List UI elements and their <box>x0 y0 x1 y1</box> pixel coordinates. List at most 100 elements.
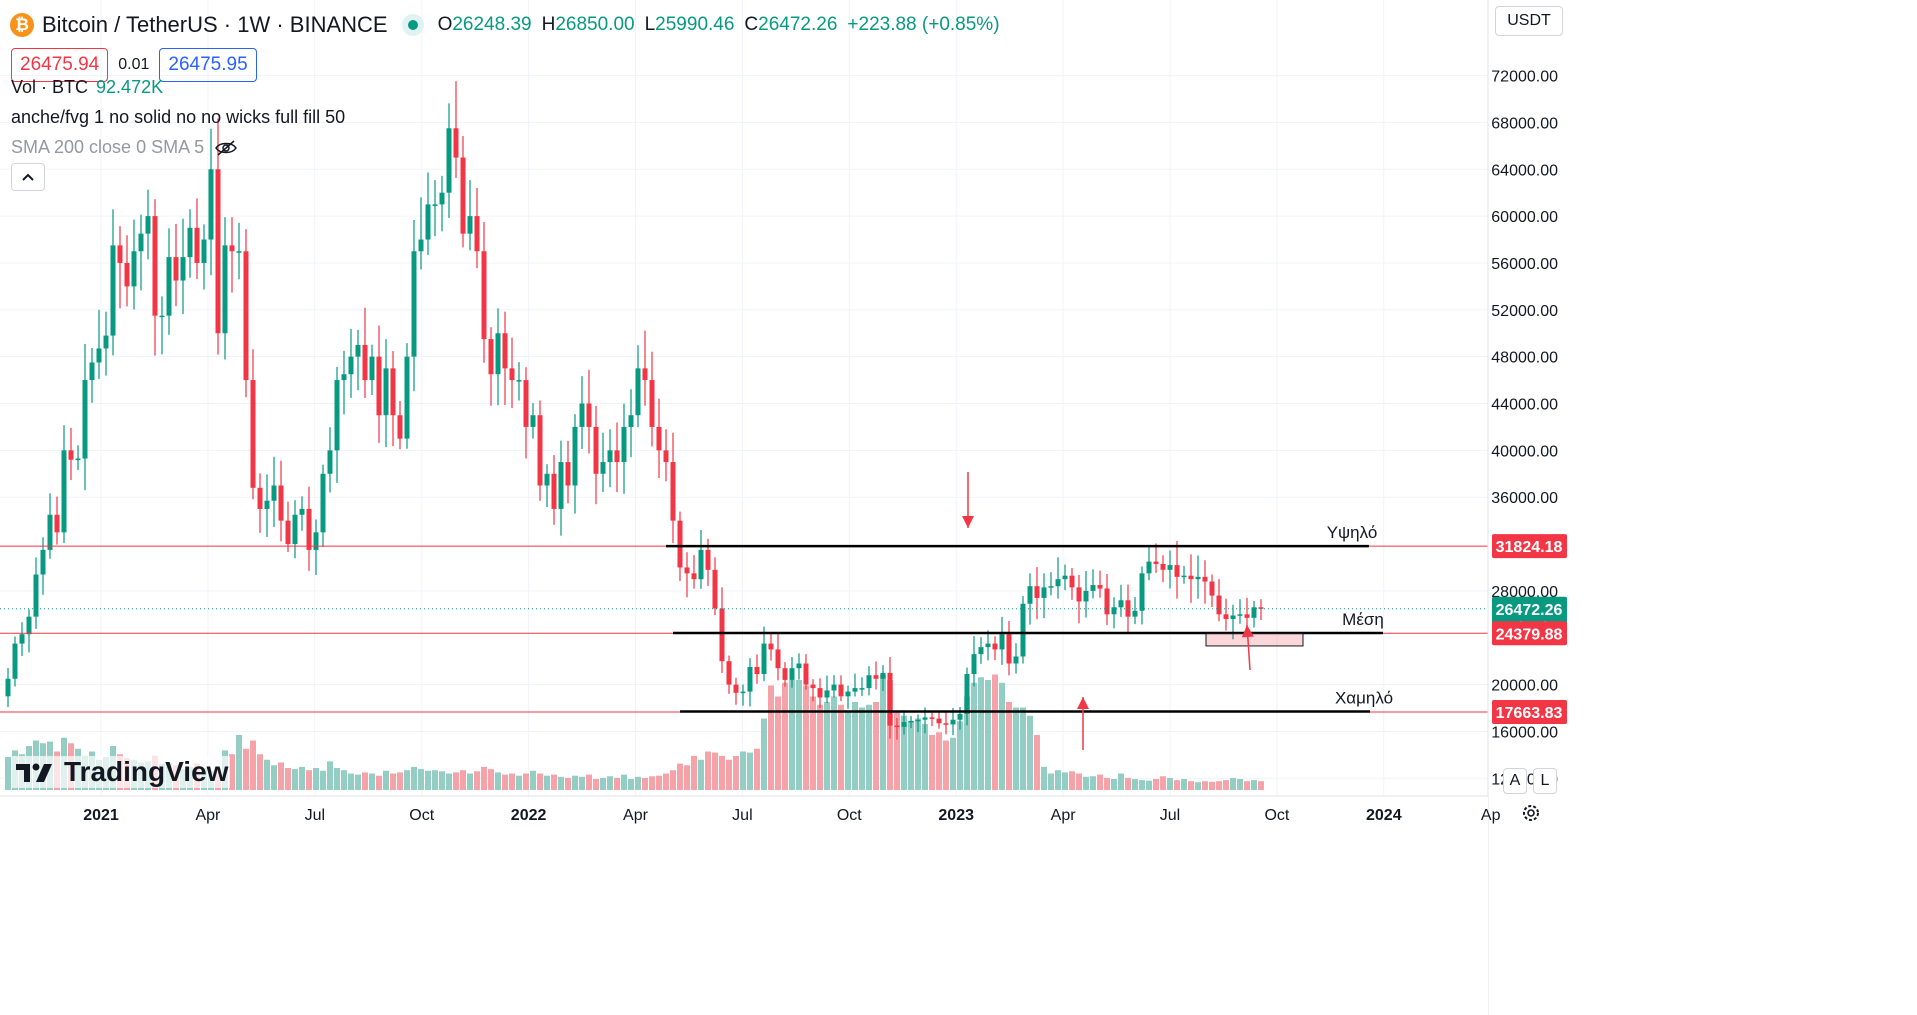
volume-bar <box>1223 780 1229 790</box>
candle-body <box>40 549 46 575</box>
volume-bar <box>957 721 963 790</box>
candle-body <box>1041 587 1047 598</box>
volume-bar <box>971 682 977 790</box>
fvg-indicator-legend[interactable]: anche/fvg 1 no solid no no wicks full fi… <box>11 107 346 127</box>
settings-gear-icon[interactable] <box>1521 803 1541 823</box>
buy-price-button[interactable]: 26475.95 <box>159 48 257 82</box>
candle-body <box>26 616 32 635</box>
candle-body <box>1090 585 1096 591</box>
volume-bar <box>775 696 781 790</box>
candle-body <box>824 690 830 698</box>
candle-body <box>691 573 697 580</box>
candle-body <box>54 514 60 533</box>
candle-body <box>915 719 921 722</box>
volume-bar <box>1020 707 1026 790</box>
volume-bar <box>1237 779 1243 790</box>
candle-body <box>1146 561 1152 574</box>
volume-bar <box>789 680 795 790</box>
volume-bar <box>1160 776 1166 790</box>
candle-body <box>376 356 382 416</box>
candle-body <box>1160 563 1166 570</box>
volume-bar <box>1153 779 1159 790</box>
candle-body <box>838 684 844 697</box>
volume-bar <box>1230 777 1236 790</box>
user-drawings[interactable]: Υψηλό Μέση Χαμηλό <box>666 472 1393 750</box>
candle-body <box>971 654 977 675</box>
price-tick-label: 36000.00 <box>1491 490 1558 507</box>
symbol-header: ₿ Bitcoin / TetherUS · 1W · BINANCE O262… <box>10 8 1000 42</box>
candle-body <box>327 450 333 474</box>
price-axis[interactable]: 72000.00 68000.00 64000.00 60000.00 56000.00… <box>1487 0 1917 1015</box>
candle-body <box>320 473 326 533</box>
zone-rectangle[interactable] <box>1205 632 1304 647</box>
volume-bar <box>950 737 956 790</box>
volume-bar <box>1083 776 1089 790</box>
collapse-legend-button[interactable] <box>11 163 45 191</box>
candle-body <box>810 684 816 689</box>
level-annotation-text[interactable]: Χαμηλό <box>1335 689 1393 708</box>
time-tick-label: Oct <box>1264 807 1289 824</box>
level-annotation-text[interactable]: Μέση <box>1342 610 1384 629</box>
log-scale-button[interactable]: L <box>1533 768 1557 794</box>
volume-bar <box>278 762 284 790</box>
volume-bar <box>922 724 928 790</box>
volume-bar <box>1181 779 1187 790</box>
time-axis[interactable]: 2021 Apr Jul Oct 2022 Apr Jul Oct 2023 Apr Jul Oct 2… <box>0 795 1501 1015</box>
volume-bar <box>544 775 550 790</box>
volume-bar <box>376 775 382 790</box>
candle-body <box>495 333 501 375</box>
volume-bar <box>1097 774 1103 790</box>
volume-bar <box>467 773 473 790</box>
auto-scale-button[interactable]: A <box>1503 768 1527 794</box>
chevron-up-icon <box>22 173 34 181</box>
hidden-eye-icon[interactable] <box>214 139 238 157</box>
candle-body <box>1181 575 1187 578</box>
volume-bar <box>859 707 865 790</box>
volume-bar <box>733 755 739 790</box>
candle-body <box>719 608 725 662</box>
volume-bar <box>761 718 767 790</box>
symbol-title[interactable]: Bitcoin / TetherUS · 1W · BINANCE <box>42 12 388 37</box>
price-tick-label: 44000.00 <box>1491 397 1558 414</box>
candle-body <box>1097 585 1103 589</box>
price-label-box <box>1492 699 1567 724</box>
market-status-icon[interactable] <box>401 14 424 36</box>
volume-bar <box>1132 779 1138 790</box>
volume-bar <box>782 682 788 790</box>
candle-body <box>775 649 781 669</box>
volume-bar <box>271 765 277 790</box>
candle-body <box>782 668 788 680</box>
candle-body <box>173 257 179 281</box>
candle-body <box>880 672 886 679</box>
time-tick-label: 2022 <box>511 807 547 824</box>
candle-body <box>1202 576 1208 582</box>
volume-bar <box>1041 766 1047 790</box>
volume-bar <box>1111 779 1117 790</box>
volume-bar <box>1034 735 1040 790</box>
candle-body <box>418 239 424 252</box>
volume-bar <box>943 740 949 790</box>
candle-body <box>1013 656 1019 664</box>
volume-bar <box>964 696 970 790</box>
volume-bar <box>425 770 431 790</box>
volume-bar <box>1258 781 1264 790</box>
volume-bar <box>726 759 732 790</box>
sma-indicator-legend[interactable]: SMA 200 close 0 SMA 5 <box>11 137 238 158</box>
sell-price-button[interactable]: 26475.94 <box>11 48 109 82</box>
currency-select[interactable]: USDT <box>1495 6 1563 36</box>
volume-bar <box>1209 781 1215 790</box>
candle-body <box>334 380 340 451</box>
candle-body <box>516 380 522 382</box>
volume-bar <box>831 696 837 790</box>
candle-body <box>663 450 669 463</box>
volume-bar <box>621 774 627 790</box>
volume-bar <box>1195 782 1201 790</box>
level-annotation-text[interactable]: Υψηλό <box>1327 523 1378 542</box>
candle-body <box>1251 607 1257 618</box>
volume-bar <box>978 677 984 790</box>
candle-body <box>817 688 823 698</box>
volume-indicator-legend[interactable]: Vol · BTC 92.472K <box>11 77 163 98</box>
volume-bar <box>5 757 11 790</box>
candle-body <box>950 719 956 725</box>
